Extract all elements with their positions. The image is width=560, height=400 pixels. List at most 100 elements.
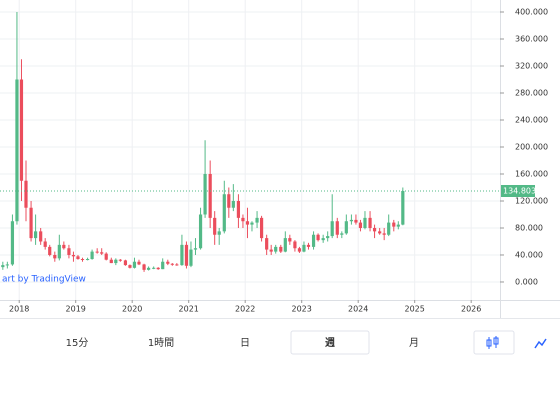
candle-body (392, 222, 396, 227)
x-tick-label: 2024 (348, 305, 368, 314)
candle-body (236, 200, 241, 218)
candle-body (283, 238, 287, 252)
candle-body (222, 194, 226, 232)
candle-body (363, 217, 367, 228)
candle-body (33, 231, 38, 239)
candle-body (378, 231, 382, 234)
candle-body (213, 217, 217, 235)
candle-body (354, 219, 358, 223)
candle-body (344, 221, 348, 234)
y-tick-label: 400.000 (515, 8, 548, 17)
candle-body (330, 221, 334, 237)
candle-body (349, 219, 354, 222)
interval-button[interactable]: 日 (240, 338, 250, 349)
line-icon (534, 338, 547, 349)
last-price-box (501, 184, 535, 197)
candle-body (161, 261, 165, 270)
x-tick-label: 2022 (235, 305, 255, 314)
candle-body (396, 224, 400, 227)
candle-body (152, 267, 156, 269)
last-price-label: 134.803 (503, 186, 536, 195)
plot: 0.000 40.000 80.000 120.000 160.000 200.000 24… (0, 0, 548, 314)
candle-body (123, 260, 128, 266)
interval-button[interactable]: 月 (409, 337, 419, 349)
candle-body (76, 256, 80, 260)
candle-body (203, 173, 207, 215)
candle-body (372, 227, 377, 232)
y-tick-label: 120.000 (515, 196, 548, 205)
candle-body (387, 222, 391, 235)
candle-body (189, 249, 193, 266)
candle-body (259, 217, 264, 239)
candle-body (180, 244, 184, 266)
candle-body (132, 261, 137, 268)
candle-body (316, 234, 320, 241)
x-tick-label: 2025 (405, 305, 425, 314)
candle-body (326, 236, 330, 239)
candle-body (297, 248, 302, 252)
y-tick-label: 280.000 (515, 89, 548, 98)
candle-body (114, 259, 118, 264)
candle-body (166, 261, 170, 264)
candle-body (175, 264, 179, 266)
candle-body (5, 264, 9, 266)
y-tick-label: 0.000 (515, 277, 538, 286)
watermark: art by TradingView (2, 275, 86, 285)
candle-body (39, 231, 43, 242)
candle-body (15, 79, 19, 222)
candle-body (118, 259, 122, 261)
candle-body (245, 221, 250, 225)
candle-body (335, 221, 339, 235)
y-tick-label: 40.000 (515, 250, 543, 259)
candle-body (265, 238, 269, 250)
x-tick-label: 2020 (122, 305, 142, 314)
interval-button[interactable]: 週 (325, 337, 335, 349)
candle-body (146, 267, 151, 270)
candle-body (19, 79, 24, 181)
candle-body (128, 265, 132, 268)
candle-body (311, 234, 316, 247)
candle-body (279, 246, 283, 252)
candle-body (137, 261, 141, 265)
candle-body (10, 221, 15, 265)
candle-body (57, 244, 61, 259)
candle-icon (486, 336, 499, 349)
candle-body (95, 251, 99, 253)
candle-body (368, 217, 372, 228)
candle-body (193, 248, 198, 250)
candle-body (85, 259, 90, 261)
candle-body (241, 217, 245, 222)
y-tick-label: 240.000 (515, 116, 548, 125)
x-tick-label: 2018 (9, 305, 29, 314)
candle-body (208, 173, 212, 218)
candle-body (340, 233, 344, 235)
candle-body (255, 217, 259, 223)
candle-body (156, 267, 160, 270)
candle-body (170, 263, 174, 265)
candle-body (358, 222, 363, 228)
candle-body (231, 200, 235, 208)
candle-body (184, 244, 189, 266)
candle-body (382, 233, 386, 235)
selected-interval-box (290, 330, 370, 355)
candle-body (321, 238, 325, 241)
candle-body (1, 265, 5, 268)
candle-body (288, 238, 292, 242)
candle-body (142, 264, 146, 270)
y-tick-label: 80.000 (515, 223, 543, 232)
candle-body (227, 194, 231, 208)
candle-body (43, 241, 47, 247)
interval-button[interactable]: 1時間 (148, 337, 174, 349)
candle-body (217, 231, 221, 235)
candle-body (274, 246, 278, 252)
candle-body (90, 251, 94, 260)
interval-button[interactable]: 15分 (66, 337, 89, 349)
candle-body (401, 190, 405, 225)
candle-body (29, 207, 33, 239)
y-tick-label: 360.000 (515, 35, 548, 44)
y-tick-label: 320.000 (515, 62, 548, 71)
candle-body (198, 214, 203, 249)
candle-body (293, 241, 297, 249)
x-tick-label: 2023 (292, 305, 312, 314)
